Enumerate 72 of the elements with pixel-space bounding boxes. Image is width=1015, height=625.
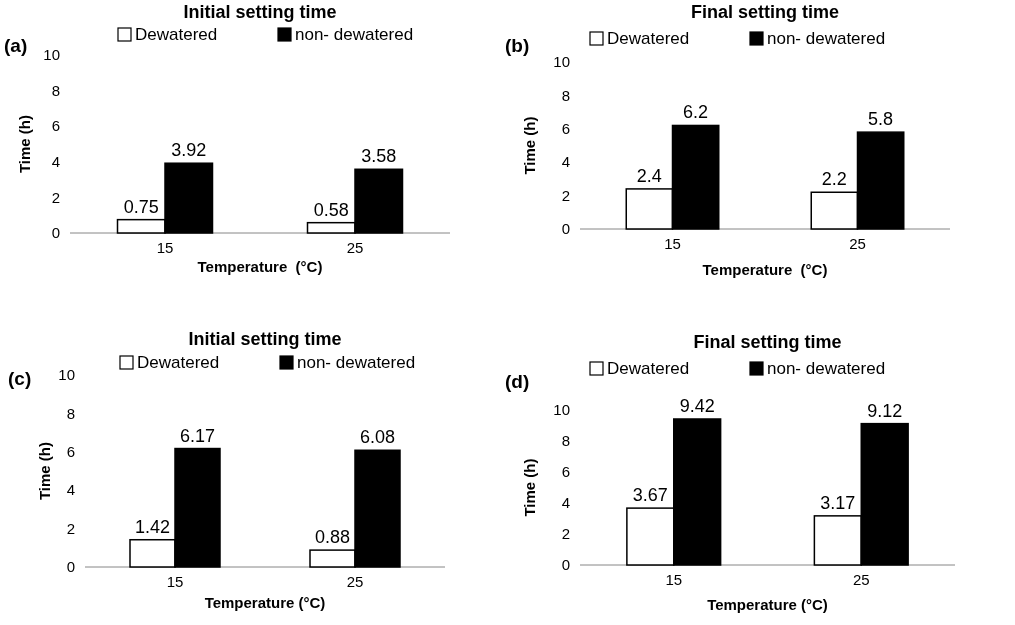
data-label: 5.8 — [868, 109, 894, 130]
y-tick-label: 6 — [51, 117, 60, 135]
x-tick-label: 15 — [166, 573, 184, 590]
x-tick-label: 25 — [346, 573, 364, 590]
chart-title: Final setting time — [693, 332, 842, 352]
legend-label: Dewatered — [137, 353, 220, 372]
data-label: 3.58 — [361, 146, 397, 167]
legend-label: non- dewatered — [767, 359, 886, 378]
legend-label: Dewatered — [607, 359, 690, 378]
y-tick-label: 4 — [51, 153, 60, 171]
y-tick-label: 6 — [561, 120, 570, 138]
data-label: 0.88 — [314, 527, 351, 548]
y-tick-label: 0 — [561, 220, 570, 238]
x-tick-label: 15 — [664, 235, 681, 252]
data-label: 3.67 — [632, 485, 668, 506]
x-tick-label: 25 — [346, 239, 364, 256]
y-axis-title: Time (h) — [36, 441, 53, 501]
text: (d) — [505, 371, 530, 392]
x-axis-title: Temperature (°C) — [197, 258, 323, 275]
y-tick-label: 6 — [561, 463, 570, 481]
y-tick-label: 8 — [51, 81, 60, 99]
y-tick-label: 10 — [553, 401, 570, 419]
text: (b) — [505, 35, 530, 56]
x-axis-title: Temperature (°C) — [702, 261, 828, 278]
y-tick-label: 2 — [66, 519, 75, 537]
data-label: 6.17 — [179, 425, 216, 446]
data-label: 2.4 — [636, 165, 662, 186]
y-tick-label: 6 — [66, 443, 75, 461]
legend-label: non- dewatered — [297, 353, 416, 372]
y-tick-label: 10 — [58, 366, 75, 384]
text: (c) — [8, 368, 32, 389]
text: (a) — [4, 35, 28, 56]
y-tick-label: 10 — [43, 46, 60, 64]
chart-title: Initial setting time — [188, 329, 342, 349]
y-tick-label: 10 — [553, 53, 570, 71]
data-label: 0.58 — [313, 199, 349, 220]
y-axis-title: Time (h) — [521, 458, 538, 517]
y-tick-label: 0 — [51, 224, 60, 242]
x-axis-title: Temperature (°C) — [707, 596, 828, 613]
y-tick-label: 8 — [66, 404, 75, 422]
legend-label: Dewatered — [607, 29, 690, 48]
x-tick-label: 25 — [849, 235, 866, 252]
data-label: 0.75 — [123, 196, 159, 217]
data-label: 3.17 — [820, 492, 856, 513]
chart-title: Initial setting time — [183, 2, 337, 22]
y-tick-label: 2 — [51, 188, 60, 206]
chart-title: Final setting time — [690, 2, 840, 22]
x-tick-label: 15 — [665, 571, 683, 588]
legend-label: non- dewatered — [295, 25, 414, 44]
y-tick-label: 8 — [561, 86, 570, 104]
x-tick-label: 25 — [852, 571, 870, 588]
y-tick-label: 0 — [66, 558, 75, 576]
data-label: 2.2 — [821, 169, 847, 190]
y-tick-label: 8 — [561, 432, 570, 450]
y-tick-label: 2 — [561, 186, 570, 204]
y-axis-title: Time (h) — [16, 114, 33, 174]
data-label: 9.42 — [679, 395, 715, 416]
y-tick-label: 4 — [66, 481, 75, 499]
x-tick-label: 15 — [156, 239, 174, 256]
data-label: 3.92 — [171, 140, 207, 161]
y-tick-label: 2 — [561, 525, 570, 543]
data-label: 1.42 — [134, 516, 171, 537]
y-tick-label: 4 — [561, 153, 570, 171]
data-label: 9.12 — [867, 400, 903, 421]
legend-label: Dewatered — [135, 25, 218, 44]
y-tick-label: 0 — [561, 556, 570, 574]
data-label: 6.08 — [359, 427, 396, 448]
x-axis-title: Temperature (°C) — [204, 594, 326, 611]
y-axis-title: Time (h) — [521, 116, 538, 175]
data-label: 6.2 — [683, 102, 709, 123]
y-tick-label: 4 — [561, 494, 570, 512]
legend-label: non- dewatered — [767, 29, 886, 48]
